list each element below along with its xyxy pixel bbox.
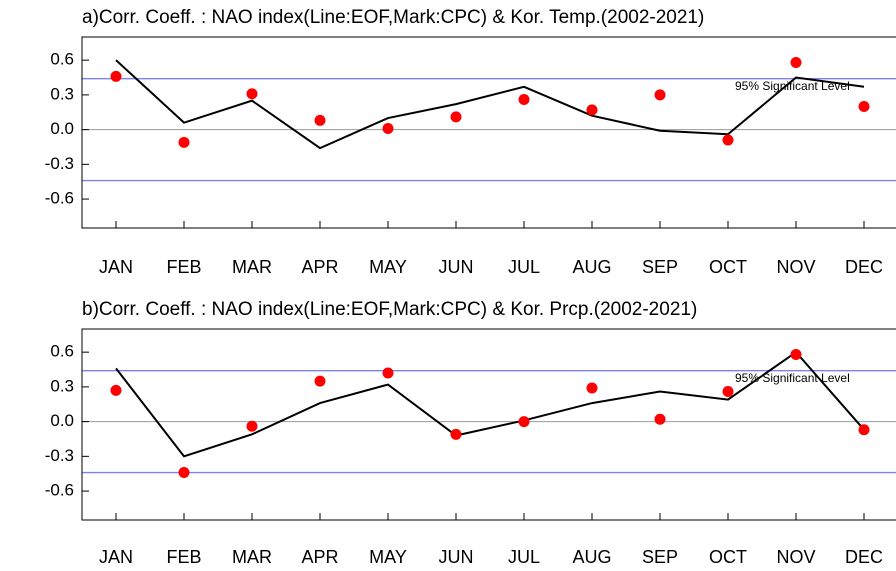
x-tick-label: DEC bbox=[845, 547, 883, 567]
cpc-marker bbox=[858, 424, 870, 436]
y-tick-label: -0.3 bbox=[45, 154, 74, 173]
cpc-marker bbox=[382, 122, 394, 134]
cpc-marker bbox=[586, 104, 598, 116]
cpc-marker bbox=[314, 114, 326, 126]
cpc-marker bbox=[722, 134, 734, 146]
chart-title: a)Corr. Coeff. : NAO index(Line:EOF,Mark… bbox=[82, 7, 704, 28]
plot-frame bbox=[81, 328, 896, 521]
cpc-marker bbox=[110, 384, 122, 396]
cpc-marker bbox=[790, 348, 802, 360]
x-tick-label: NOV bbox=[776, 547, 815, 567]
y-tick-label: 0.6 bbox=[50, 50, 74, 69]
x-tick-label: JAN bbox=[99, 547, 133, 567]
eof-line bbox=[115, 350, 865, 458]
chart-title: b)Corr. Coeff. : NAO index(Line:EOF,Mark… bbox=[82, 299, 697, 320]
y-tick-label: 0.6 bbox=[50, 342, 74, 361]
x-tick-label: JUN bbox=[439, 547, 474, 567]
y-tick-label: -0.6 bbox=[45, 481, 74, 500]
cpc-marker bbox=[790, 56, 802, 68]
cpc-marker bbox=[654, 413, 666, 425]
cpc-marker bbox=[518, 94, 530, 106]
y-tick-label: 0.0 bbox=[50, 411, 74, 430]
x-tick-label: SEP bbox=[642, 257, 678, 277]
x-tick-label: MAR bbox=[232, 257, 272, 277]
y-tick-label: -0.6 bbox=[45, 189, 74, 208]
cpc-marker bbox=[722, 386, 734, 398]
cpc-marker bbox=[246, 420, 258, 432]
cpc-marker bbox=[382, 367, 394, 379]
y-tick-label: 0.3 bbox=[50, 376, 74, 395]
x-tick-label: AUG bbox=[572, 257, 611, 277]
y-tick-label: 0.3 bbox=[50, 84, 74, 103]
plot-frame bbox=[81, 36, 896, 229]
cpc-marker bbox=[178, 467, 190, 479]
x-tick-label: MAY bbox=[369, 257, 407, 277]
x-tick-label: AUG bbox=[572, 547, 611, 567]
x-tick-label: JUL bbox=[508, 547, 540, 567]
x-tick-label: OCT bbox=[709, 257, 747, 277]
cpc-marker bbox=[586, 382, 598, 394]
x-tick-label: FEB bbox=[166, 257, 201, 277]
x-tick-label: APR bbox=[301, 257, 338, 277]
x-tick-label: MAY bbox=[369, 547, 407, 567]
cpc-marker bbox=[110, 70, 122, 82]
x-tick-label: JUL bbox=[508, 257, 540, 277]
cpc-marker bbox=[246, 88, 258, 100]
x-tick-label: JUN bbox=[439, 257, 474, 277]
x-tick-label: OCT bbox=[709, 547, 747, 567]
x-tick-label: JAN bbox=[99, 257, 133, 277]
y-tick-label: -0.3 bbox=[45, 446, 74, 465]
cpc-marker bbox=[858, 100, 870, 112]
x-tick-label: MAR bbox=[232, 547, 272, 567]
eof-line bbox=[115, 59, 865, 150]
annotation: 95% Significant Level bbox=[735, 79, 850, 93]
x-tick-label: FEB bbox=[166, 547, 201, 567]
x-tick-label: NOV bbox=[776, 257, 815, 277]
x-tick-label: APR bbox=[301, 547, 338, 567]
cpc-marker bbox=[654, 89, 666, 101]
cpc-marker bbox=[518, 416, 530, 428]
cpc-marker bbox=[450, 111, 462, 123]
cpc-marker bbox=[450, 428, 462, 440]
cpc-marker bbox=[178, 136, 190, 148]
y-tick-label: 0.0 bbox=[50, 119, 74, 138]
x-tick-label: DEC bbox=[845, 257, 883, 277]
x-tick-label: SEP bbox=[642, 547, 678, 567]
cpc-marker bbox=[314, 375, 326, 387]
